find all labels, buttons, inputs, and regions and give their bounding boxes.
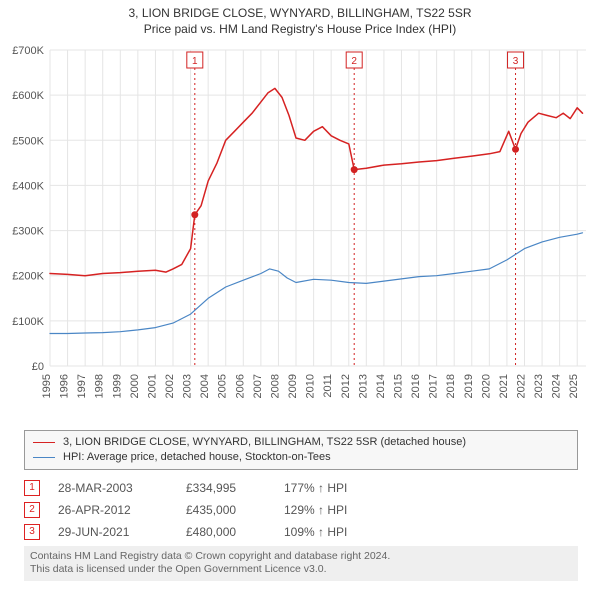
transaction-hpi: 177% ↑ HPI (284, 481, 394, 495)
legend-label-2: HPI: Average price, detached house, Stoc… (63, 450, 331, 465)
license-notice: Contains HM Land Registry data © Crown c… (24, 546, 578, 581)
transactions-table: 1 28-MAR-2003 £334,995 177% ↑ HPI 2 26-A… (24, 480, 578, 540)
svg-text:£200K: £200K (12, 271, 44, 283)
chart-plot-area: £0 £100K £200K £300K £400K £500K £600K £700K 199… (6, 44, 594, 424)
svg-text:2014: 2014 (375, 374, 387, 398)
table-row: 1 28-MAR-2003 £334,995 177% ↑ HPI (24, 480, 578, 496)
svg-text:2011: 2011 (322, 374, 334, 398)
transaction-hpi: 109% ↑ HPI (284, 525, 394, 539)
svg-text:1: 1 (192, 56, 198, 67)
svg-text:2003: 2003 (182, 374, 194, 398)
svg-text:2006: 2006 (234, 374, 246, 398)
svg-text:1995: 1995 (41, 374, 53, 398)
svg-text:2020: 2020 (480, 374, 492, 398)
svg-text:£100K: £100K (12, 316, 44, 328)
svg-text:£700K: £700K (12, 45, 44, 57)
svg-text:2023: 2023 (533, 374, 545, 398)
svg-text:2016: 2016 (410, 374, 422, 398)
svg-text:£600K: £600K (12, 90, 44, 102)
chart-svg: £0 £100K £200K £300K £400K £500K £600K £700K 199… (6, 44, 594, 424)
svg-text:1998: 1998 (94, 374, 106, 398)
svg-text:2018: 2018 (445, 374, 457, 398)
license-line-2: This data is licensed under the Open Gov… (30, 563, 572, 577)
legend-swatch-2 (33, 457, 55, 458)
table-row: 2 26-APR-2012 £435,000 129% ↑ HPI (24, 502, 578, 518)
svg-text:2022: 2022 (515, 374, 527, 398)
table-row: 3 29-JUN-2021 £480,000 109% ↑ HPI (24, 524, 578, 540)
transaction-price: £435,000 (186, 503, 266, 517)
svg-text:£400K: £400K (12, 180, 44, 192)
transaction-price: £334,995 (186, 481, 266, 495)
svg-text:1997: 1997 (76, 374, 88, 398)
transaction-date: 29-JUN-2021 (58, 525, 168, 539)
marker-box-2: 2 (24, 502, 40, 518)
svg-text:2002: 2002 (164, 374, 176, 398)
svg-text:2007: 2007 (252, 374, 264, 398)
legend-label-1: 3, LION BRIDGE CLOSE, WYNYARD, BILLINGHA… (63, 435, 466, 450)
svg-text:2000: 2000 (129, 374, 141, 398)
svg-text:2024: 2024 (551, 374, 563, 398)
svg-text:2004: 2004 (199, 374, 211, 398)
transaction-date: 28-MAR-2003 (58, 481, 168, 495)
chart-titles: 3, LION BRIDGE CLOSE, WYNYARD, BILLINGHA… (0, 0, 600, 36)
chart-footer: 3, LION BRIDGE CLOSE, WYNYARD, BILLINGHA… (24, 430, 578, 581)
svg-text:£300K: £300K (12, 226, 44, 238)
svg-text:2013: 2013 (357, 374, 369, 398)
svg-text:2025: 2025 (568, 374, 580, 398)
legend-box: 3, LION BRIDGE CLOSE, WYNYARD, BILLINGHA… (24, 430, 578, 470)
svg-text:£500K: £500K (12, 135, 44, 147)
chart-subtitle: Price paid vs. HM Land Registry's House … (0, 22, 600, 36)
svg-text:2: 2 (351, 56, 357, 67)
transaction-price: £480,000 (186, 525, 266, 539)
svg-text:2009: 2009 (287, 374, 299, 398)
svg-text:2017: 2017 (428, 374, 440, 398)
svg-text:1996: 1996 (59, 374, 71, 398)
svg-text:1999: 1999 (111, 374, 123, 398)
svg-text:2005: 2005 (217, 374, 229, 398)
license-line-1: Contains HM Land Registry data © Crown c… (30, 550, 572, 564)
svg-text:£0: £0 (32, 361, 44, 373)
marker-box-1: 1 (24, 480, 40, 496)
svg-text:2001: 2001 (146, 374, 158, 398)
svg-text:2008: 2008 (269, 374, 281, 398)
svg-text:2012: 2012 (340, 374, 352, 398)
legend-row-1: 3, LION BRIDGE CLOSE, WYNYARD, BILLINGHA… (33, 435, 569, 450)
svg-text:2021: 2021 (498, 374, 510, 398)
chart-container: 3, LION BRIDGE CLOSE, WYNYARD, BILLINGHA… (0, 0, 600, 590)
legend-row-2: HPI: Average price, detached house, Stoc… (33, 450, 569, 465)
svg-text:2015: 2015 (392, 374, 404, 398)
legend-swatch-1 (33, 442, 55, 443)
svg-text:3: 3 (513, 56, 519, 67)
transaction-date: 26-APR-2012 (58, 503, 168, 517)
transaction-hpi: 129% ↑ HPI (284, 503, 394, 517)
svg-text:2019: 2019 (463, 374, 475, 398)
marker-box-3: 3 (24, 524, 40, 540)
svg-text:2010: 2010 (305, 374, 317, 398)
chart-title-address: 3, LION BRIDGE CLOSE, WYNYARD, BILLINGHA… (0, 6, 600, 20)
